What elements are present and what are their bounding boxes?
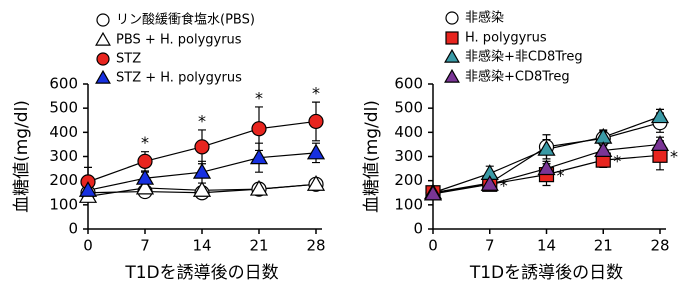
y-tick-label: 0 [68,220,78,238]
marker [192,181,212,197]
annotation: * [613,152,621,171]
x-axis-label: T1Dを誘導後の日数 [469,263,623,283]
x-tick-label: 0 [83,237,93,255]
marker [444,68,460,83]
marker [650,107,670,124]
marker [423,184,443,201]
x-tick-label: 21 [594,237,613,255]
x-tick-label: 7 [485,237,495,255]
marker [96,13,110,27]
marker [444,48,460,63]
x-tick-label: 14 [192,237,211,255]
y-tick-label: 500 [49,99,78,117]
y-tick-label: 100 [394,195,423,213]
y-tick-label: 600 [49,75,78,93]
marker [137,153,153,169]
legend-label: PBS + H. polygyrus [116,33,242,48]
marker [135,168,155,185]
marker [251,121,267,137]
marker [192,162,212,179]
legend-label: H. polygyrus [465,31,547,46]
y-tick-label: 200 [394,171,423,189]
y-tick-label: 100 [49,195,78,213]
y-tick-label: 400 [394,123,423,141]
legend-label: STZ [116,52,141,67]
marker [306,143,326,160]
legend-label: リン酸緩衝食塩水(PBS) [116,12,255,28]
x-tick-label: 28 [650,237,669,255]
marker [445,31,459,45]
annotation: * [312,84,320,103]
marker [194,139,210,155]
y-axis-label: 血糖値(mg/dl) [362,100,382,213]
marker [308,113,324,130]
legend-label: STZ + H. polygyrus [116,71,242,86]
annotation: * [557,166,565,185]
annotation: * [198,111,206,130]
y-tick-label: 300 [49,147,78,165]
marker [594,141,613,158]
y-tick-label: 600 [394,75,423,93]
annotation: * [500,176,508,195]
legend-label: 非感染 [465,10,504,26]
y-tick-label: 300 [394,147,423,165]
marker [96,52,110,66]
y-tick-label: 200 [49,171,78,189]
marker [95,31,111,46]
legend-label: 非感染+非CD8Treg [465,49,583,65]
x-tick-label: 0 [428,237,438,255]
y-tick-label: 400 [49,123,78,141]
legend-label: 非感染+CD8Treg [465,69,570,85]
x-axis-label: T1Dを誘導後の日数 [124,263,278,283]
marker [135,178,155,195]
y-tick-label: 500 [394,99,423,117]
marker [78,181,98,197]
marker [650,135,670,151]
marker [480,175,499,191]
x-tick-label: 7 [140,237,150,255]
marker [249,148,269,165]
annotation: * [670,147,678,166]
annotation: * [141,133,149,152]
x-tick-label: 28 [306,237,325,255]
annotation: * [255,88,263,107]
y-tick-label: 0 [413,220,423,238]
marker [306,175,326,191]
x-tick-label: 14 [537,237,556,255]
marker [95,69,111,84]
marker [249,179,269,196]
marker [537,159,556,176]
marker [537,139,556,156]
marker [445,11,459,25]
y-axis-label: 血糖値(mg/dl) [12,100,32,213]
x-tick-label: 21 [249,237,268,255]
